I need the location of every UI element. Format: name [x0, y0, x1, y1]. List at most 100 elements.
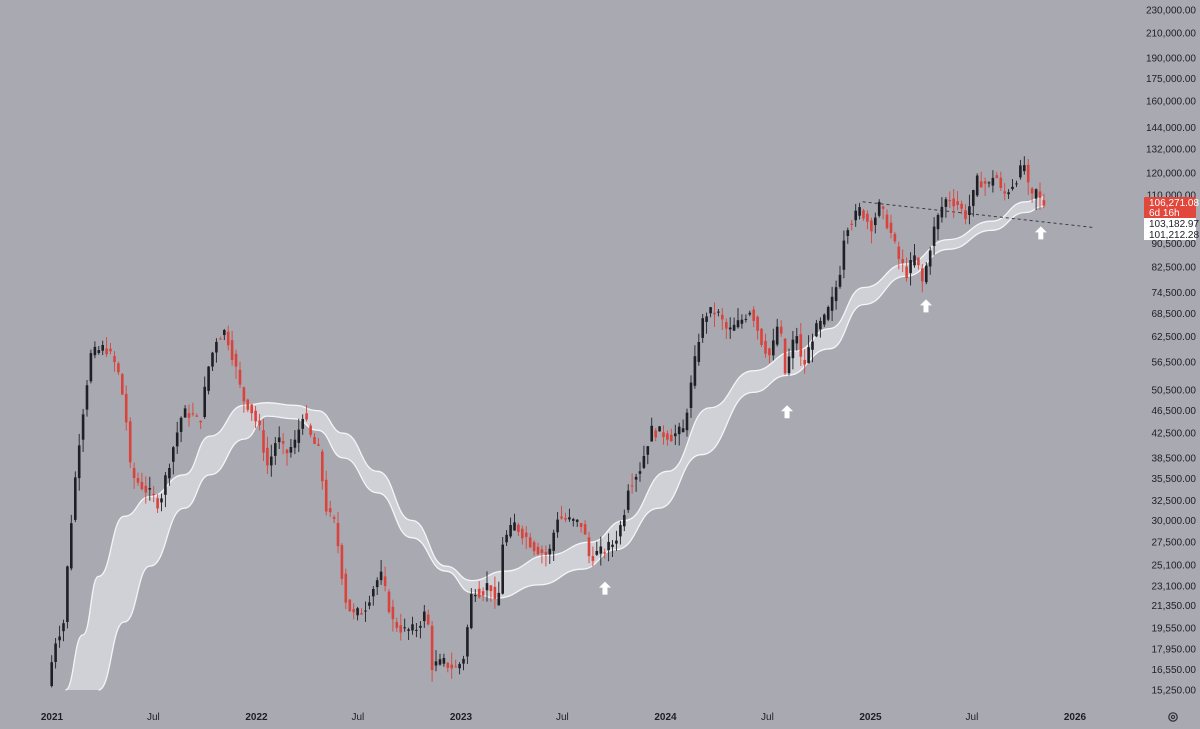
x-tick-label: 2021 [41, 712, 64, 723]
candle [572, 517, 575, 527]
candle-body [685, 412, 689, 431]
candle-body [603, 552, 606, 554]
candle [760, 327, 763, 347]
y-tick-label: 110,000.00 [1147, 190, 1197, 201]
candle-body [199, 420, 202, 423]
time-axis[interactable]: 2021 Jul 2022 Jul 2023 Jul 2024 Jul 2025 Jul 2026 [41, 712, 1087, 723]
candle-body [105, 348, 108, 355]
last-price-tag [1144, 197, 1196, 219]
candle-body [575, 519, 579, 522]
candle-body [885, 214, 889, 229]
candle-body [587, 537, 591, 557]
candle-body [583, 524, 587, 535]
candle [391, 599, 395, 632]
candle-body [136, 478, 140, 483]
candle-body [736, 320, 740, 328]
candle [175, 421, 179, 454]
y-tick-label: 15,250.00 [1152, 686, 1197, 697]
candle-body [160, 498, 163, 503]
candle [148, 476, 152, 501]
y-tick-label: 230,000.00 [1146, 6, 1196, 17]
candle-body [666, 433, 669, 440]
candle-body [838, 274, 842, 287]
candle-body [97, 350, 101, 353]
up-arrow-icon [1034, 226, 1047, 240]
candle [666, 430, 669, 446]
candle [842, 230, 846, 279]
candle-body [1015, 183, 1018, 185]
candle [203, 376, 206, 419]
candle [372, 586, 375, 606]
candle [579, 523, 583, 533]
candle-body [1023, 165, 1026, 172]
candle [619, 520, 622, 545]
candle-body [540, 549, 544, 553]
candle [430, 621, 434, 682]
candle [740, 314, 744, 329]
y-tick-label: 35,500.00 [1152, 474, 1197, 485]
candle-body [262, 430, 265, 453]
candle-body [591, 556, 595, 561]
price-axis[interactable]: 230,000.00 210,000.00 190,000.00 175,000.00… [1146, 6, 1196, 697]
candle [364, 601, 367, 622]
candle-body [850, 223, 853, 225]
candle-body [187, 413, 191, 418]
candle-body [889, 222, 893, 233]
candle [332, 515, 336, 524]
candle-body [113, 356, 116, 363]
candle-body [517, 524, 520, 532]
candle [528, 533, 532, 549]
candle-body [156, 498, 159, 509]
candle-body [387, 591, 391, 613]
candle [219, 336, 222, 340]
candle [595, 541, 599, 556]
gear-icon[interactable] [1168, 712, 1178, 722]
candle-body [897, 246, 901, 259]
candle [972, 189, 975, 217]
candle-body [772, 340, 775, 356]
candle-body [419, 625, 422, 628]
candle [97, 346, 101, 355]
candle-body [1042, 200, 1046, 206]
candle-body [93, 346, 97, 356]
candle-body [1030, 188, 1034, 194]
candle-body [309, 425, 312, 435]
candle [909, 252, 912, 286]
x-tick-label: Jul [556, 712, 569, 723]
candle-body [62, 623, 65, 632]
candle [615, 530, 618, 551]
candle [681, 419, 685, 433]
candle [548, 544, 552, 564]
candle [521, 525, 524, 545]
candle-body [70, 523, 73, 569]
candle-body [289, 447, 293, 453]
candle-body [677, 426, 681, 435]
candle-body [305, 413, 308, 420]
candle [207, 366, 210, 395]
candle-body [634, 476, 638, 480]
candle [964, 204, 967, 225]
candle [426, 609, 430, 626]
y-tick-label: 90,500.00 [1152, 239, 1197, 250]
candle [705, 312, 708, 334]
candle [352, 603, 355, 620]
candle-body [548, 548, 552, 555]
candle-body [89, 353, 93, 382]
candle-body [819, 320, 822, 330]
candle [795, 327, 799, 351]
candle-body [211, 352, 214, 367]
x-tick-label: 2022 [245, 712, 268, 723]
candle [285, 448, 289, 466]
candle [419, 621, 422, 639]
candle [474, 589, 477, 602]
candle-body [987, 182, 991, 184]
candle [748, 310, 752, 317]
candle [913, 244, 916, 268]
candle-body [270, 456, 273, 466]
candle [928, 246, 932, 275]
candle-body [689, 382, 693, 408]
candle [560, 505, 563, 520]
candle-body [442, 658, 446, 664]
